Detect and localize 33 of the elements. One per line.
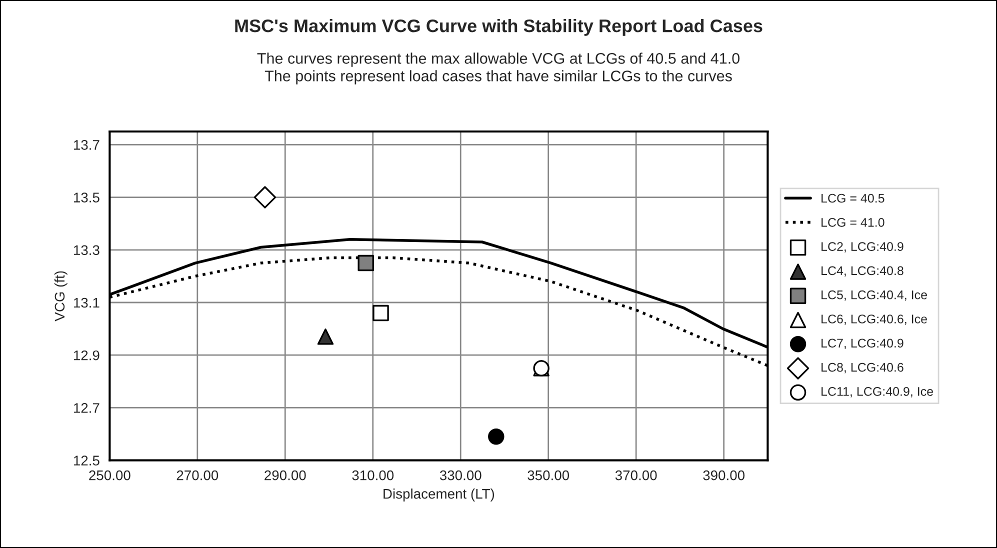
x-tick-label: 290.00 [264,470,306,480]
legend-label: LCG = 41.0 [822,218,884,227]
y-tick-label: 13.3 [74,245,100,256]
y-tick-label: 12.5 [74,456,100,466]
chart-title: MSC's Maximum VCG Curve with Stability Report Load Cases [235,18,762,36]
y-tick-label: 13.5 [74,192,100,202]
y-tick-label: 12.7 [74,403,100,413]
point [488,428,504,445]
y-axis-title: VCG (ft) [54,271,68,322]
point [358,254,374,272]
y-tick-label: 13.7 [74,140,100,150]
x-tick-label: 350.00 [528,470,570,480]
x-axis-title: Displacement (LT) [384,488,494,502]
legend-label: LC2, LCG:40.9 [822,242,904,252]
x-tick-label: 250.00 [89,470,130,480]
point [317,328,334,345]
legend-label: LC4, LCG:40.8 [822,266,904,277]
point [372,304,389,322]
x-tick-label: 310.00 [352,470,394,480]
x-tick-label: 330.00 [440,470,482,480]
legend-label: LC6, LCG:40.6, Ice [822,314,927,325]
chart-subtitle: The curves represent the max allowable VCG at LCGs of 40.5 and 41.0 The points represent load cases that have similar LCGs to the curves [257,52,740,84]
point [254,186,276,208]
legend-label: LC7, LCG:40.9 [822,338,904,350]
legend-label: LC8, LCG:40.6 [822,362,904,374]
legend-label: LC11, LCG:40.9, Ice [822,387,933,398]
x-tick-label: 370.00 [615,470,657,480]
x-tick-label: 390.00 [703,470,745,480]
y-tick-label: 12.9 [74,350,100,360]
y-tick-label: 13.1 [74,298,100,308]
legend-label: LC5, LCG:40.4, Ice [822,290,927,301]
x-tick-label: 270.00 [176,470,218,480]
legend-label: LCG = 40.5 [822,194,884,203]
